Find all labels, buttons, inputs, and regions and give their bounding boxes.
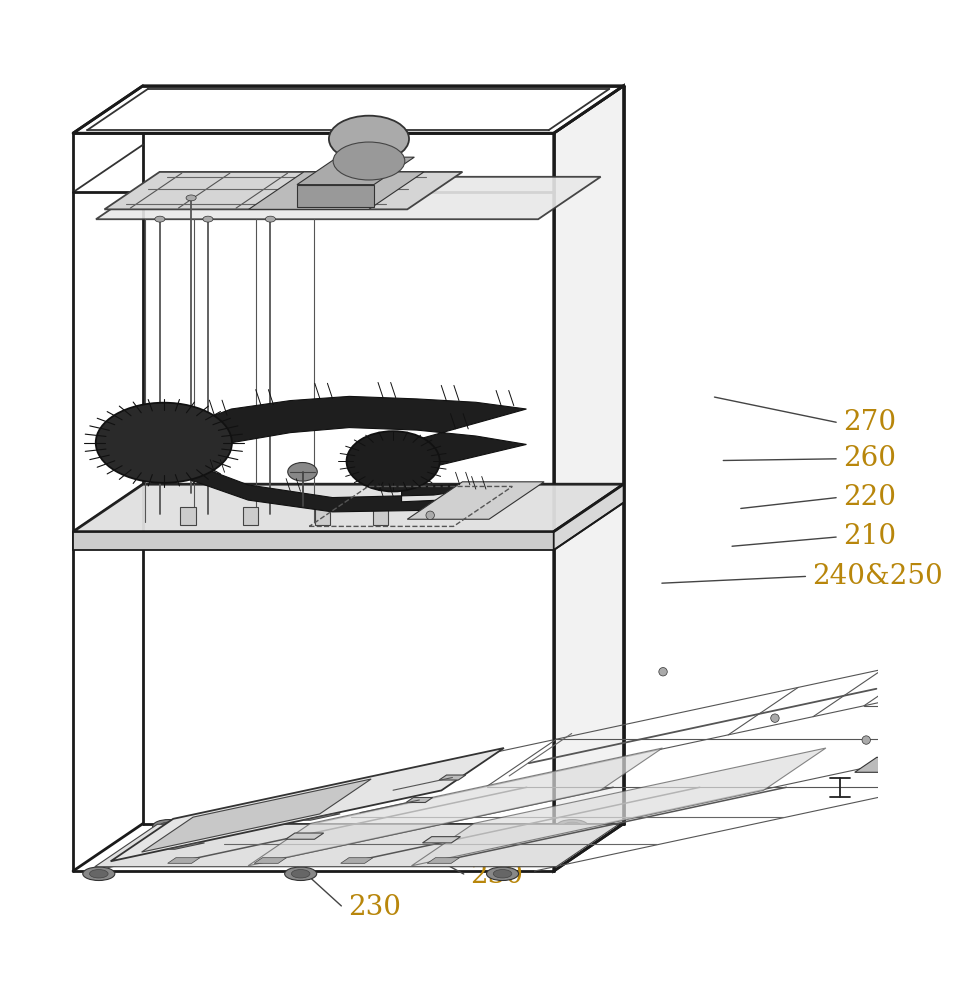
- Polygon shape: [248, 748, 663, 866]
- Ellipse shape: [557, 820, 588, 833]
- Polygon shape: [286, 833, 324, 839]
- Bar: [243, 507, 258, 525]
- Polygon shape: [248, 172, 424, 209]
- Ellipse shape: [563, 822, 582, 831]
- Polygon shape: [254, 858, 286, 863]
- Polygon shape: [554, 86, 624, 871]
- Bar: [372, 507, 388, 525]
- Ellipse shape: [153, 820, 184, 833]
- Polygon shape: [111, 748, 504, 861]
- Polygon shape: [412, 748, 826, 866]
- Polygon shape: [74, 484, 624, 532]
- Text: 270: 270: [843, 409, 897, 436]
- Bar: [180, 507, 196, 525]
- Polygon shape: [96, 177, 601, 219]
- Polygon shape: [855, 757, 910, 772]
- Polygon shape: [422, 837, 460, 843]
- Text: 260: 260: [843, 445, 897, 472]
- Polygon shape: [439, 775, 466, 780]
- Ellipse shape: [285, 867, 317, 881]
- Circle shape: [426, 511, 435, 519]
- Polygon shape: [297, 157, 414, 185]
- Ellipse shape: [265, 216, 275, 222]
- Polygon shape: [198, 396, 526, 478]
- Text: 210: 210: [843, 523, 897, 550]
- Polygon shape: [168, 843, 204, 849]
- Ellipse shape: [90, 870, 108, 878]
- Ellipse shape: [329, 116, 409, 162]
- Ellipse shape: [155, 216, 165, 222]
- Ellipse shape: [186, 195, 196, 201]
- Polygon shape: [74, 86, 624, 133]
- Polygon shape: [407, 482, 544, 519]
- Circle shape: [862, 736, 870, 744]
- Ellipse shape: [494, 870, 512, 878]
- Bar: [315, 507, 330, 525]
- Text: 240&250: 240&250: [813, 563, 944, 590]
- Ellipse shape: [291, 870, 310, 878]
- Polygon shape: [427, 858, 459, 863]
- Ellipse shape: [202, 216, 213, 222]
- Polygon shape: [141, 779, 371, 852]
- Text: 220: 220: [843, 484, 897, 511]
- Polygon shape: [104, 172, 462, 209]
- Polygon shape: [168, 858, 200, 863]
- Text: 230: 230: [348, 894, 401, 921]
- Circle shape: [771, 714, 779, 722]
- Polygon shape: [95, 824, 619, 867]
- Polygon shape: [341, 858, 373, 863]
- Polygon shape: [554, 484, 624, 550]
- Polygon shape: [297, 185, 374, 207]
- Polygon shape: [406, 797, 433, 802]
- Text: 230: 230: [471, 862, 523, 889]
- Polygon shape: [180, 460, 518, 512]
- Polygon shape: [304, 814, 340, 820]
- Ellipse shape: [333, 142, 405, 180]
- Polygon shape: [74, 532, 554, 550]
- Ellipse shape: [486, 867, 519, 881]
- Ellipse shape: [83, 867, 115, 881]
- Ellipse shape: [96, 403, 232, 483]
- Ellipse shape: [347, 431, 439, 491]
- Ellipse shape: [159, 822, 178, 831]
- Ellipse shape: [287, 463, 317, 481]
- Circle shape: [659, 668, 668, 676]
